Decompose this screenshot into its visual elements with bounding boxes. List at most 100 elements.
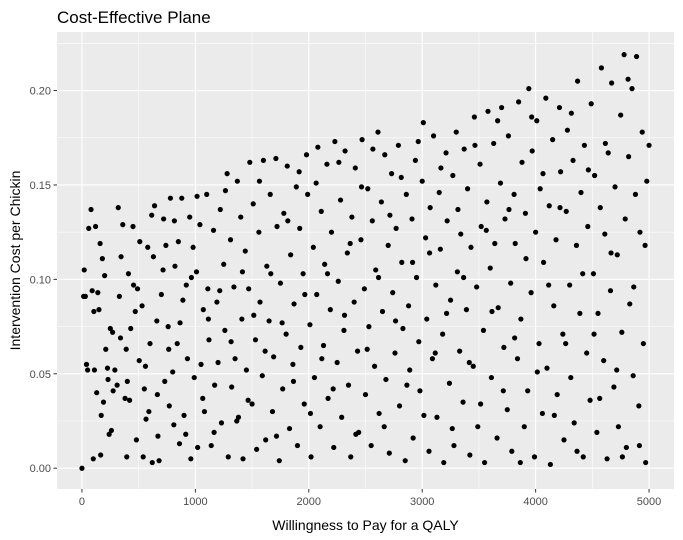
data-point [146,408,152,415]
data-point [128,325,134,332]
data-point [166,346,172,352]
data-point [508,280,514,286]
data-point [283,331,289,337]
data-point [454,269,460,275]
data-point [297,225,303,231]
data-point [451,442,457,449]
data-point [115,205,121,211]
data-point [398,174,404,181]
data-point [368,442,374,449]
data-point [587,397,593,403]
data-point [142,363,149,369]
data-point [197,222,203,228]
data-point [406,303,412,309]
data-point [126,397,133,403]
data-point [509,448,515,454]
data-point [352,165,358,171]
data-point [273,155,279,162]
data-point [438,165,444,171]
data-point [359,137,365,143]
data-point [416,339,422,345]
data-point [602,140,608,147]
data-point [345,382,352,388]
data-point [499,104,505,111]
data-point [260,157,267,164]
major-gridlines [57,32,674,489]
data-point [347,240,353,247]
data-point [512,240,518,247]
data-point [481,459,488,466]
data-point [437,246,443,252]
data-point [517,459,523,466]
data-point [250,201,256,207]
data-point [608,250,614,256]
data-point [544,365,550,371]
data-point [642,242,648,248]
data-point [280,386,286,392]
data-point [421,412,427,418]
data-point [485,108,491,114]
data-point [633,53,640,60]
data-point [585,167,591,173]
data-point [212,382,218,388]
data-point [268,271,274,277]
data-point [584,350,590,356]
data-point [597,395,603,401]
data-point [424,316,430,322]
data-point [605,150,611,156]
data-point [464,186,471,192]
data-point [120,222,126,228]
data-point [630,373,636,379]
data-point [274,223,280,230]
data-point [246,286,252,292]
data-point [543,95,549,101]
data-point [626,154,632,160]
data-point [392,318,399,324]
data-point [619,329,625,335]
data-point [636,442,643,449]
data-point [574,448,580,454]
data-point [474,284,480,290]
data-point [388,171,395,177]
data-point [187,214,193,220]
data-point [290,378,297,384]
data-point [402,458,408,464]
data-point [317,424,323,430]
data-point [150,254,157,260]
data-point [387,212,393,218]
y-axis-title: Intervention Cost per Chickin [7,171,23,351]
data-point [526,86,532,92]
data-point [349,214,355,220]
data-point [156,458,162,464]
data-point [249,401,255,407]
data-point [205,286,211,292]
x-tick-label: 2000 [297,496,321,508]
data-point [221,261,227,267]
data-point [568,374,574,381]
data-point [238,214,244,220]
data-point [531,454,538,460]
data-point [183,431,189,437]
data-point [177,320,183,326]
data-point [162,378,168,384]
data-point [539,410,546,417]
data-point [337,197,344,203]
data-point [379,308,386,315]
data-point [324,161,330,167]
data-point [160,267,166,273]
data-point [176,441,183,447]
data-point [614,367,620,373]
data-point [307,322,313,328]
data-point [94,390,100,396]
data-point [279,320,285,326]
data-point [183,282,189,288]
data-point [81,293,87,299]
data-point [195,444,201,451]
data-point [458,231,464,237]
data-point [271,354,277,360]
data-point [339,414,345,420]
data-point [570,157,576,164]
data-point [97,240,103,247]
data-point [631,284,637,290]
